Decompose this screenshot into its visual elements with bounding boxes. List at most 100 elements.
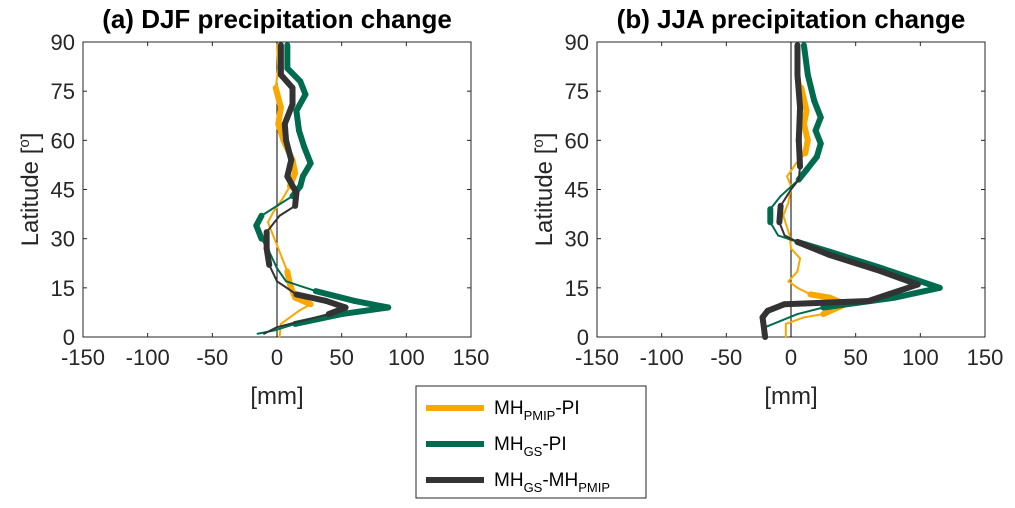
x-tick-label: 150 bbox=[453, 345, 490, 370]
series-segment-thick bbox=[312, 288, 358, 304]
series-segment-thick bbox=[283, 137, 295, 163]
series-segment-thick bbox=[759, 314, 769, 340]
series-segment-thin bbox=[790, 247, 802, 260]
y-tick-label: 90 bbox=[565, 30, 589, 55]
series-segment-thick bbox=[800, 42, 811, 78]
x-tick-label: 50 bbox=[843, 345, 867, 370]
series-segment-thin bbox=[273, 322, 297, 332]
series-segment-thick bbox=[293, 107, 302, 134]
series-segment-thick bbox=[878, 268, 921, 288]
series-segment-thick bbox=[253, 222, 265, 242]
x-tick-label: -150 bbox=[61, 345, 105, 370]
series-segment-thin bbox=[274, 67, 280, 89]
series-segment-thin bbox=[802, 313, 825, 319]
series-segment-thick bbox=[804, 71, 818, 104]
series-segment-thin bbox=[787, 270, 799, 283]
panel-title: (a) DJF precipitation change bbox=[102, 4, 452, 34]
series-segment-thick bbox=[798, 84, 810, 114]
series-segment-thick bbox=[794, 71, 804, 111]
series-segment-thick bbox=[272, 84, 284, 111]
series-segment-thick bbox=[284, 173, 300, 196]
series-segment-thin bbox=[276, 195, 294, 207]
x-tick-label: 0 bbox=[271, 345, 283, 370]
series-segment-thin bbox=[786, 175, 792, 188]
series-segment-thin bbox=[268, 263, 278, 283]
series-segment-thick bbox=[325, 304, 349, 318]
x-tick-label: -100 bbox=[640, 345, 684, 370]
series-segment-thick bbox=[263, 245, 273, 268]
series-segment-thick bbox=[338, 304, 392, 318]
series-segment-thin bbox=[266, 211, 275, 224]
series-segment-thick bbox=[795, 137, 804, 170]
x-axis-label: [mm] bbox=[250, 383, 303, 410]
series-segment-thick bbox=[781, 297, 872, 308]
series-segment-thin bbox=[278, 204, 297, 217]
series-segment-thick bbox=[292, 294, 314, 308]
y-tick-label: 45 bbox=[565, 178, 589, 203]
legend-label: MHGS-PI bbox=[494, 434, 567, 459]
series-segment-thin bbox=[276, 244, 284, 260]
y-tick-label: 30 bbox=[565, 227, 589, 252]
series-segment-thick bbox=[776, 202, 784, 226]
series-line bbox=[759, 42, 921, 340]
series-segment-thick bbox=[292, 189, 300, 209]
legend-label: MHGS-MHPMIP bbox=[494, 470, 610, 495]
series-segment-thick bbox=[826, 248, 885, 272]
series-segment-thin bbox=[787, 280, 799, 289]
series-segment-thin bbox=[764, 313, 799, 329]
series-segment-thin bbox=[263, 326, 278, 335]
series-segment-thick bbox=[807, 291, 833, 301]
y-tick-label: 75 bbox=[565, 79, 589, 104]
series-segment-thick bbox=[284, 65, 304, 85]
series-segment-thick bbox=[802, 137, 811, 157]
series-segment-thin bbox=[782, 201, 790, 217]
series-segment-thin bbox=[301, 313, 330, 322]
series-segment-thin bbox=[260, 204, 278, 217]
x-tick-label: 100 bbox=[388, 345, 425, 370]
series-segment-thin bbox=[779, 188, 792, 207]
series-segment-thick bbox=[292, 311, 345, 327]
series-segment-thin bbox=[769, 221, 780, 237]
series-segment-thin bbox=[782, 214, 791, 237]
series-segment-thin bbox=[797, 165, 802, 181]
series-segment-thin bbox=[297, 303, 312, 312]
series-segment-thick bbox=[293, 91, 309, 114]
y-tick-label: 30 bbox=[51, 227, 75, 252]
series-segment-thick bbox=[281, 101, 296, 127]
y-axis-label: Latitude [o] bbox=[16, 133, 44, 247]
series-segment-thick bbox=[865, 281, 921, 304]
series-segment-thin bbox=[270, 231, 278, 247]
series-segment-thick bbox=[293, 291, 330, 304]
series-segment-thick bbox=[764, 301, 788, 314]
x-tick-label: -100 bbox=[126, 345, 170, 370]
series-line bbox=[761, 42, 943, 335]
y-tick-label: 60 bbox=[565, 128, 589, 153]
series-segment-thin bbox=[276, 267, 288, 283]
series-segment-thin bbox=[790, 178, 800, 191]
x-axis-label: [mm] bbox=[764, 383, 817, 410]
legend-label: MHPMIP-PI bbox=[494, 398, 580, 423]
panel-b: (b) JJA precipitation change -150 -100 -50 0… bbox=[530, 4, 1003, 410]
panel-title: (b) JJA precipitation change bbox=[617, 4, 966, 34]
y-tick-label: 15 bbox=[51, 276, 75, 301]
series-segment-thin bbox=[281, 185, 291, 201]
series-segment-thin bbox=[796, 257, 802, 273]
y-tick-label: 60 bbox=[51, 128, 75, 153]
series-segment-thin bbox=[279, 309, 300, 325]
legend: MHPMIP-PI MHGS-PI MHGS-MHPMIP bbox=[415, 385, 647, 499]
series-segment-thick bbox=[795, 104, 804, 144]
panel-a: (a) DJF precipitation change -150 -100 -50 0… bbox=[16, 4, 489, 410]
series-segment-thin bbox=[784, 316, 805, 325]
series-segment-thin bbox=[796, 306, 825, 316]
x-tick-label: -50 bbox=[196, 345, 228, 370]
x-tick-label: 150 bbox=[967, 345, 1004, 370]
x-tick-label: 0 bbox=[785, 345, 797, 370]
x-tick-label: -50 bbox=[710, 345, 742, 370]
y-tick-label: 0 bbox=[577, 325, 589, 350]
y-tick-label: 75 bbox=[51, 79, 75, 104]
series-segment-thin bbox=[276, 319, 304, 329]
series-segment-thick bbox=[795, 166, 810, 183]
y-axis-label: Latitude [o] bbox=[530, 133, 558, 247]
series-segment-thick bbox=[878, 265, 943, 291]
